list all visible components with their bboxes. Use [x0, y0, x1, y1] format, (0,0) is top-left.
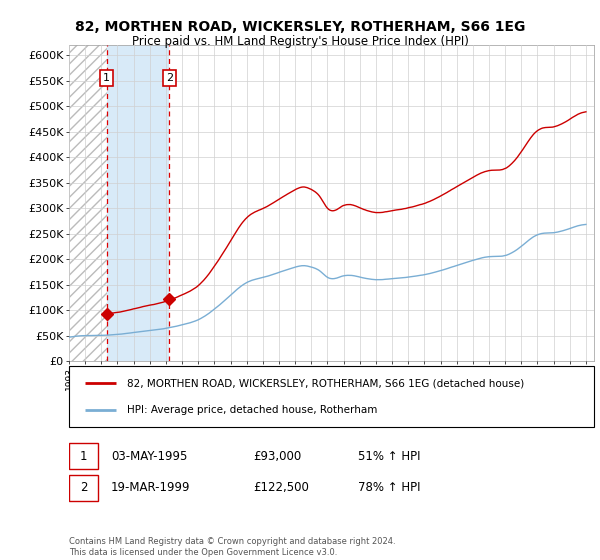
Text: 03-MAY-1995: 03-MAY-1995 — [111, 450, 187, 463]
Text: 1: 1 — [103, 73, 110, 83]
Text: £93,000: £93,000 — [253, 450, 301, 463]
Text: This data is licensed under the Open Government Licence v3.0.: This data is licensed under the Open Gov… — [69, 548, 337, 557]
FancyBboxPatch shape — [69, 366, 594, 427]
Text: Price paid vs. HM Land Registry's House Price Index (HPI): Price paid vs. HM Land Registry's House … — [131, 35, 469, 48]
Bar — [169, 45, 594, 361]
FancyBboxPatch shape — [69, 475, 98, 501]
Text: 2: 2 — [166, 73, 173, 83]
Bar — [69, 45, 107, 361]
Text: 19-MAR-1999: 19-MAR-1999 — [111, 481, 191, 494]
Text: 78% ↑ HPI: 78% ↑ HPI — [358, 481, 420, 494]
Text: 2: 2 — [80, 481, 88, 494]
Text: 82, MORTHEN ROAD, WICKERSLEY, ROTHERHAM, S66 1EG (detached house): 82, MORTHEN ROAD, WICKERSLEY, ROTHERHAM,… — [127, 378, 524, 388]
Text: 82, MORTHEN ROAD, WICKERSLEY, ROTHERHAM, S66 1EG: 82, MORTHEN ROAD, WICKERSLEY, ROTHERHAM,… — [75, 20, 525, 34]
Bar — [107, 45, 169, 361]
FancyBboxPatch shape — [69, 444, 98, 469]
Text: HPI: Average price, detached house, Rotherham: HPI: Average price, detached house, Roth… — [127, 405, 377, 415]
Text: £122,500: £122,500 — [253, 481, 308, 494]
Text: 51% ↑ HPI: 51% ↑ HPI — [358, 450, 420, 463]
Text: Contains HM Land Registry data © Crown copyright and database right 2024.: Contains HM Land Registry data © Crown c… — [69, 537, 395, 546]
Text: 1: 1 — [80, 450, 88, 463]
